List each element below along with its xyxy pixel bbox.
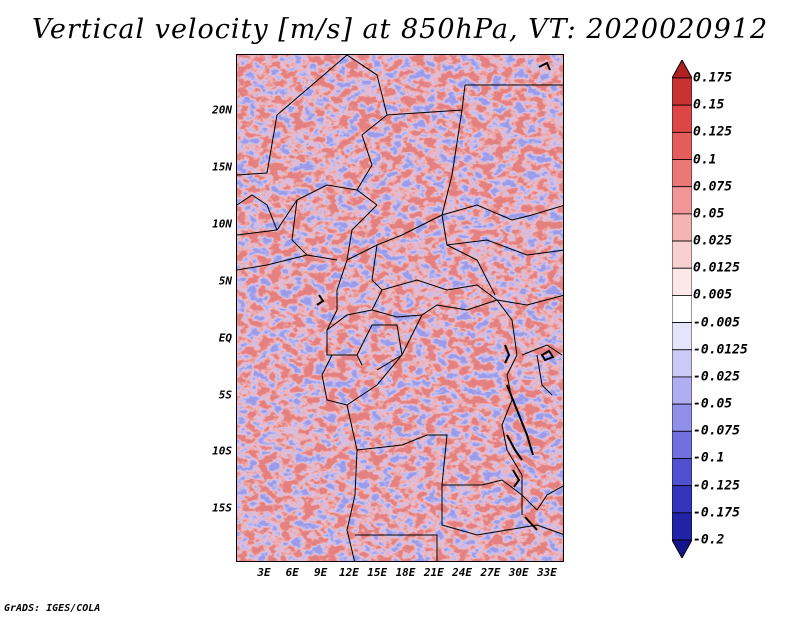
colorbar-segment (672, 240, 692, 269)
colorbar-segment (672, 104, 692, 133)
lon-tick-label: 12E (338, 566, 359, 579)
colorbar-label: 0.0125 (693, 260, 740, 276)
colorbar-label: 0.025 (693, 233, 733, 249)
lon-tick-label: 27E (480, 566, 501, 579)
colorbar-label: -0.175 (693, 505, 740, 521)
lat-tick-label: 5S (218, 388, 232, 402)
colorbar-segment (672, 77, 692, 106)
colorbar-segment (672, 458, 692, 487)
lon-tick-label: 18E (395, 566, 416, 579)
colorbar-bottom-arrow (672, 539, 692, 558)
colorbar-segment (672, 213, 692, 242)
colorbar (672, 60, 692, 558)
lat-tick-label: 20N (212, 103, 232, 117)
lon-tick-label: 33E (537, 566, 557, 579)
lon-tick-label: 9E (313, 566, 328, 579)
colorbar-segment (672, 131, 692, 160)
colorbar-label: -0.2 (693, 532, 725, 548)
colorbar-label: 0.175 (693, 70, 733, 86)
colorbar-label: -0.125 (693, 478, 740, 494)
vertical-velocity-field (237, 55, 563, 561)
colorbar-label: 0.075 (693, 179, 733, 195)
page-title: Vertical velocity [m/s] at 850hPa, VT: 2… (31, 14, 769, 45)
colorbar-label: -0.1 (693, 450, 725, 466)
colorbar-segment (672, 430, 692, 459)
colorbar-segment (672, 186, 692, 215)
lat-tick-label: 15S (212, 501, 232, 515)
colorbar-label: 0.125 (693, 124, 733, 140)
colorbar-segment (672, 485, 692, 514)
map-panel (236, 54, 564, 562)
colorbar-segment (672, 512, 692, 541)
credit-text: GrADS: IGES/COLA (4, 603, 101, 614)
colorbar-label: 0.005 (693, 287, 733, 303)
velocity-shading (237, 55, 563, 561)
country-borders (237, 55, 563, 561)
lon-tick-label: 21E (423, 566, 444, 579)
colorbar-label: 0.1 (693, 152, 717, 168)
lon-tick-label: 24E (452, 566, 473, 579)
lakes (316, 61, 555, 531)
colorbar-label: -0.05 (693, 396, 733, 412)
colorbar-segment (672, 349, 692, 378)
colorbar-label: -0.025 (693, 369, 740, 385)
colorbar-label: -0.075 (693, 423, 740, 439)
colorbar-segment (672, 267, 692, 296)
colorbar-label: -0.0125 (693, 342, 748, 358)
colorbar-top-arrow (672, 60, 692, 79)
lon-tick-label: 3E (257, 566, 271, 579)
lat-tick-label: EQ (218, 331, 232, 345)
colorbar-label: 0.05 (693, 206, 725, 222)
lon-tick-label: 15E (367, 566, 388, 579)
colorbar-segment (672, 322, 692, 351)
lon-tick-label: 30E (508, 566, 529, 579)
lat-tick-label: 5N (218, 274, 232, 288)
lat-tick-label: 10N (212, 217, 232, 231)
lat-tick-label: 10S (212, 444, 232, 458)
colorbar-segment (672, 295, 692, 323)
colorbar-segment (672, 159, 692, 188)
lon-tick-label: 6E (285, 566, 299, 579)
lat-tick-label: 15N (212, 160, 232, 174)
colorbar-label: -0.005 (693, 315, 740, 331)
colorbar-segment (672, 403, 692, 432)
colorbar-label: 0.15 (693, 97, 725, 113)
colorbar-segment (672, 376, 692, 405)
